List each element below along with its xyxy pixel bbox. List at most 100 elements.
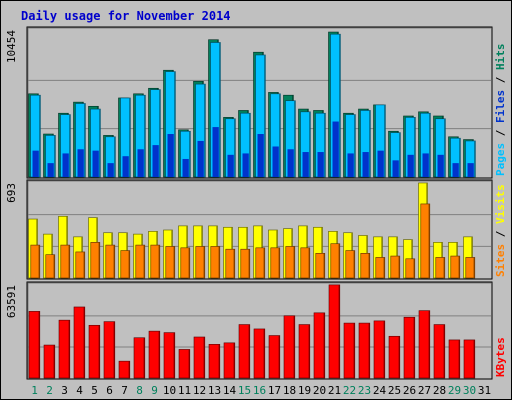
bar-kbytes bbox=[463, 339, 476, 379]
bar-files-shade bbox=[339, 34, 341, 178]
bar-files-shade bbox=[354, 114, 356, 177]
bar-files-shade bbox=[294, 100, 296, 177]
bar-kbytes-shade bbox=[98, 325, 100, 378]
bar-sites-shade bbox=[128, 250, 130, 278]
bar-kbytes bbox=[283, 315, 296, 379]
bar-kbytes bbox=[103, 321, 116, 379]
day-label: 31 bbox=[478, 384, 491, 397]
bar-sites-shade bbox=[173, 246, 175, 278]
bar-kbytes bbox=[118, 360, 131, 379]
day-label: 6 bbox=[106, 384, 113, 397]
bar-kbytes-shade bbox=[83, 306, 85, 378]
legend-hits-files-pages: Pages / Files / Hits bbox=[494, 44, 507, 177]
bar-sites-shade bbox=[353, 250, 355, 278]
bar-pages bbox=[242, 153, 249, 177]
bar-kbytes-shade bbox=[278, 335, 280, 378]
bar-visits-shade bbox=[321, 227, 323, 278]
bar-files-shade bbox=[414, 117, 416, 177]
bar-sites bbox=[195, 246, 206, 279]
legend-kbytes: KBytes bbox=[494, 337, 507, 377]
bar-pages bbox=[437, 154, 444, 177]
day-label: 21 bbox=[328, 384, 341, 397]
legend-entry: Files bbox=[494, 90, 507, 123]
bar-sites-shade bbox=[68, 245, 70, 278]
bar-pages bbox=[467, 163, 474, 177]
bar-sites-shade bbox=[383, 257, 385, 278]
day-label: 3 bbox=[61, 384, 68, 397]
bar-kbytes bbox=[88, 324, 101, 379]
bar-pages bbox=[452, 163, 459, 177]
bar-kbytes-shade bbox=[473, 339, 475, 378]
bar-pages bbox=[32, 150, 39, 177]
bar-sites-shade bbox=[98, 242, 100, 278]
bar-sites bbox=[465, 257, 476, 279]
bar-files-shade bbox=[84, 103, 86, 177]
bar-sites bbox=[435, 257, 446, 279]
bar-kbytes bbox=[148, 330, 161, 379]
bar-files-shade bbox=[264, 54, 266, 177]
bar-sites-shade bbox=[473, 257, 475, 278]
bar-pages bbox=[182, 158, 189, 177]
bar-kbytes-shade bbox=[248, 324, 250, 378]
bar-kbytes bbox=[73, 306, 86, 379]
bar-kbytes bbox=[328, 284, 341, 379]
day-label: 9 bbox=[151, 384, 158, 397]
bar-kbytes-shade bbox=[143, 337, 145, 378]
bar-pages bbox=[107, 163, 114, 177]
bar-sites bbox=[315, 253, 326, 279]
bar-sites bbox=[135, 244, 146, 279]
day-label: 30 bbox=[463, 384, 476, 397]
bar-kbytes bbox=[313, 312, 326, 379]
bar-pages bbox=[257, 134, 264, 177]
bar-sites bbox=[150, 244, 161, 279]
day-label: 18 bbox=[283, 384, 296, 397]
bar-kbytes bbox=[223, 342, 236, 379]
bar-sites-shade bbox=[53, 254, 55, 278]
bar-sites-shade bbox=[293, 246, 295, 278]
bar-pages bbox=[167, 134, 174, 177]
bar-sites-shade bbox=[278, 247, 280, 278]
bar-files-shade bbox=[324, 113, 326, 177]
bar-kbytes-shade bbox=[218, 344, 220, 378]
bar-sites-shade bbox=[368, 253, 370, 278]
legend-entry: Sites bbox=[494, 244, 507, 277]
bar-kbytes-shade bbox=[353, 323, 355, 378]
bar-sites-shade bbox=[248, 249, 250, 278]
bar-files-shade bbox=[459, 138, 461, 177]
day-label: 25 bbox=[388, 384, 401, 397]
bar-kbytes bbox=[133, 337, 146, 379]
bar-pages bbox=[227, 154, 234, 177]
day-label: 17 bbox=[268, 384, 281, 397]
day-label: 1 bbox=[31, 384, 38, 397]
bar-kbytes bbox=[28, 311, 41, 379]
day-label: 26 bbox=[403, 384, 416, 397]
bar-files-shade bbox=[384, 104, 386, 177]
bar-pages bbox=[377, 150, 384, 177]
bar-kbytes bbox=[253, 328, 266, 379]
bar-sites-shade bbox=[158, 245, 160, 278]
bar-pages bbox=[407, 154, 414, 177]
bar-sites-shade bbox=[308, 247, 310, 278]
bar-kbytes-shade bbox=[263, 328, 265, 378]
bar-files-shade bbox=[429, 113, 431, 177]
bar-files-shade bbox=[144, 95, 146, 177]
day-label: 10 bbox=[163, 384, 176, 397]
bar-sites-shade bbox=[323, 253, 325, 278]
bar-files-shade bbox=[99, 109, 101, 177]
bar-files-shade bbox=[444, 118, 446, 177]
bar-sites-shade bbox=[113, 245, 115, 278]
bar-pages bbox=[317, 152, 324, 177]
bar-kbytes bbox=[373, 320, 386, 379]
day-label: 20 bbox=[313, 384, 326, 397]
bar-kbytes bbox=[448, 339, 461, 379]
bar-files-shade bbox=[159, 89, 161, 177]
bar-sites bbox=[30, 244, 41, 279]
bar-sites bbox=[300, 247, 311, 279]
bar-files-shade bbox=[174, 71, 176, 177]
bar-files-shade bbox=[234, 118, 236, 177]
bar-kbytes bbox=[58, 319, 71, 379]
bar-files-shade bbox=[219, 42, 221, 177]
bar-kbytes bbox=[433, 324, 446, 379]
legend-entry: / bbox=[494, 224, 507, 244]
